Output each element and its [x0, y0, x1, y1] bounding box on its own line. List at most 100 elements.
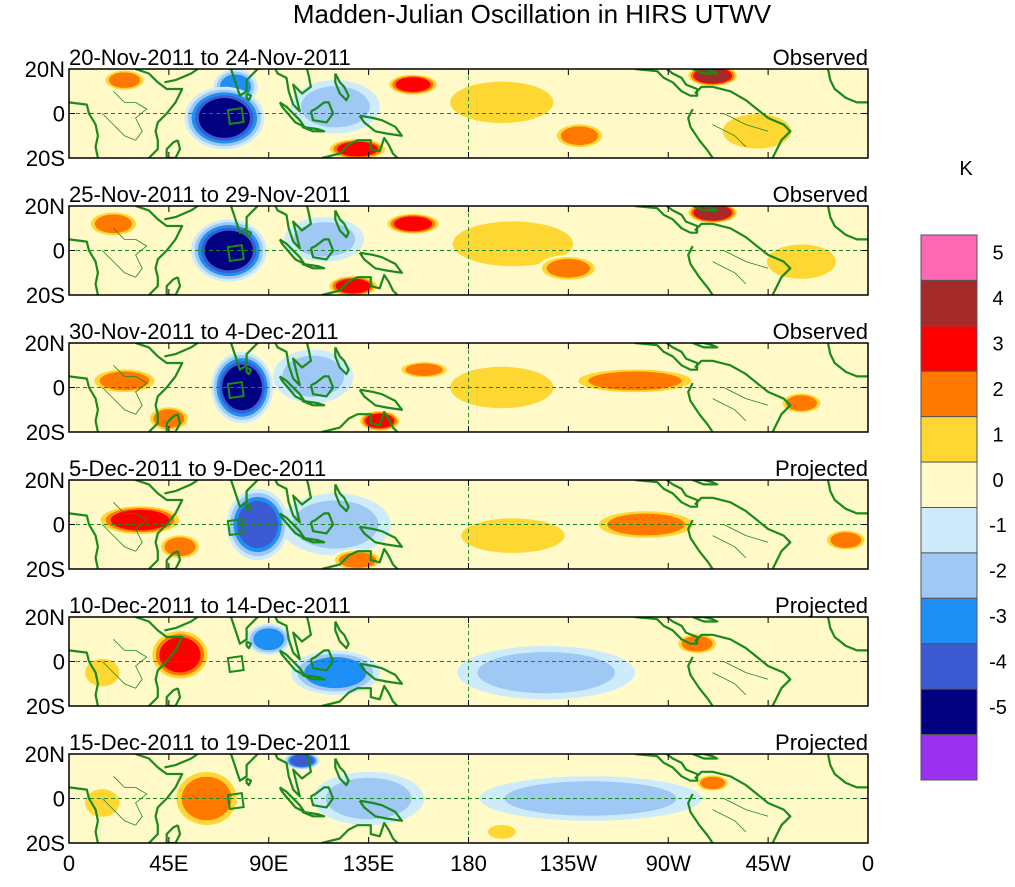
y-tick-label: 0	[53, 513, 65, 538]
coastline	[165, 139, 182, 158]
colorbar: K 5 4 3 2 1 0 -1 -2 -3 -4 -5	[920, 158, 1007, 781]
panel-period: 10-Dec-2011 to 14-Dec-2011	[69, 593, 351, 618]
colorbar-label: -1	[989, 515, 1007, 537]
colorbar-label: 3	[992, 334, 1003, 356]
anomaly-contour	[99, 371, 150, 391]
coastline	[309, 649, 335, 672]
colorbar-segment	[920, 416, 978, 463]
coastline	[165, 276, 182, 295]
coastline	[334, 621, 350, 650]
coastline	[309, 238, 335, 261]
coastline	[692, 754, 719, 760]
colorbar-segment	[920, 279, 978, 327]
anomaly-contour	[785, 395, 817, 411]
coastline	[692, 343, 719, 349]
coastline	[687, 519, 714, 569]
coastline	[687, 656, 714, 706]
colorbar-label: 2	[992, 379, 1003, 401]
panel-status: Projected	[775, 593, 868, 618]
anomaly-contour	[477, 651, 615, 694]
anomaly-contour	[405, 363, 443, 376]
border-line	[712, 535, 747, 559]
y-tick-label: 0	[53, 787, 65, 812]
coastline	[301, 125, 326, 133]
border-line	[723, 113, 769, 132]
anomaly-contour	[300, 86, 370, 128]
coastline	[228, 343, 260, 371]
x-axis: 0 45E 90E 135E 180 135W 90W 45W 0	[63, 851, 874, 876]
border-line	[102, 113, 136, 141]
colorbar-segment	[920, 325, 978, 372]
coastline	[274, 617, 312, 661]
y-tick-label: 20N	[25, 742, 65, 767]
border-line	[723, 250, 769, 269]
coastlines	[69, 480, 868, 569]
border-line	[135, 102, 148, 141]
coastline	[274, 69, 312, 113]
coastline	[309, 375, 335, 398]
coastline	[334, 758, 350, 787]
coastline	[321, 684, 399, 706]
coastline	[334, 209, 350, 239]
border-line	[113, 776, 136, 788]
border-line	[135, 513, 148, 552]
anomaly-contour	[830, 532, 862, 548]
coastline	[358, 525, 403, 548]
y-tick-label: 0	[53, 102, 65, 127]
chart-title: Madden-Julian Oscillation in HIRS UTWV	[293, 0, 772, 29]
border-line	[723, 524, 769, 543]
anomaly-contour	[767, 244, 836, 279]
coastline	[135, 754, 184, 843]
reference-box	[226, 792, 245, 811]
border-line	[712, 672, 747, 696]
coastline	[687, 382, 714, 432]
coastline	[245, 640, 253, 650]
panel-status: Observed	[773, 319, 868, 344]
border-line	[113, 365, 136, 377]
coastline	[687, 108, 714, 158]
reference-box	[226, 244, 245, 263]
anomaly-field	[102, 69, 802, 158]
border-line	[712, 261, 747, 285]
colorbar-segment	[920, 734, 978, 781]
x-tick-label: 135E	[343, 851, 394, 876]
coastline	[135, 480, 184, 569]
coastline	[301, 673, 326, 681]
anomaly-contour	[85, 789, 120, 817]
anomaly-contour	[335, 278, 371, 294]
anomaly-contour	[94, 214, 133, 234]
anomaly-contour	[393, 216, 433, 232]
border-line	[712, 809, 747, 833]
colorbar-unit: K	[959, 158, 973, 180]
colorbar-segment	[920, 507, 978, 554]
panel-status: Projected	[775, 456, 868, 481]
y-tick-label: 0	[53, 650, 65, 675]
y-tick-label: 20N	[25, 331, 65, 356]
anomaly-contour	[488, 824, 516, 839]
border-line	[712, 398, 747, 422]
coastline	[69, 238, 99, 295]
border-line	[102, 798, 136, 826]
x-tick-label: 180	[450, 851, 487, 876]
x-tick-label: 90W	[646, 851, 691, 876]
coastline	[634, 69, 699, 97]
border-line	[102, 387, 136, 415]
coastline	[301, 810, 326, 818]
y-tick-label: 20N	[25, 468, 65, 493]
coastline	[274, 480, 312, 524]
anomaly-contour	[282, 355, 345, 398]
coastline	[135, 343, 184, 432]
coastline	[634, 343, 699, 371]
coastline	[164, 206, 199, 221]
colorbar-label: 4	[992, 288, 1003, 310]
anomaly-contour	[461, 518, 565, 553]
coastline	[69, 101, 99, 158]
coastline	[301, 262, 326, 270]
map-panel: 20N 0 20S 30-Nov-2011 to 4-Dec-2011 Observed	[25, 319, 869, 445]
x-tick-label: 0	[63, 851, 75, 876]
coastline	[135, 617, 184, 706]
coastline	[334, 72, 350, 102]
anomaly-contour	[450, 366, 554, 409]
colorbar-segment	[920, 461, 978, 509]
coastline	[692, 480, 719, 486]
